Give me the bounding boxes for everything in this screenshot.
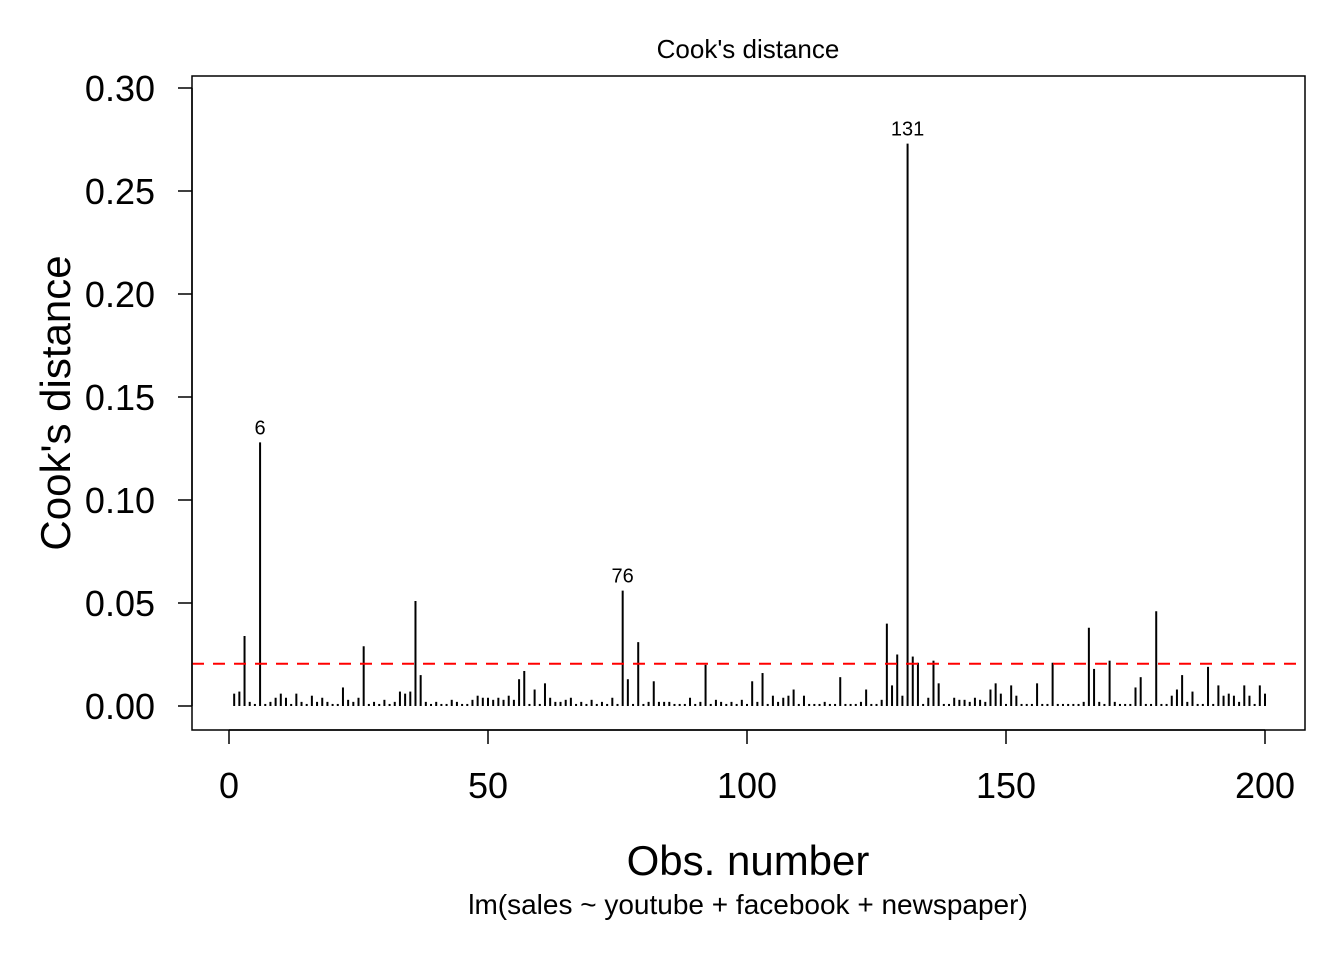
y-axis: 0.00 0.05 0.10 0.15 0.20 0.25 0.30 <box>85 68 193 727</box>
x-axis: 0 50 100 150 200 <box>219 729 1295 806</box>
y-tick-label: 0.15 <box>85 377 155 418</box>
chart-title: Cook's distance <box>657 34 840 64</box>
x-tick-label: 0 <box>219 765 239 806</box>
bars <box>233 143 1266 706</box>
y-tick-label: 0.05 <box>85 583 155 624</box>
subtitle: lm(sales ~ youtube + facebook + newspape… <box>468 889 1028 920</box>
annotation-label: 6 <box>255 417 266 439</box>
annotation-label: 131 <box>891 119 924 141</box>
plot-frame <box>191 75 1306 731</box>
annotation-label: 76 <box>612 566 634 588</box>
y-axis-label: Cook's distance <box>32 255 79 550</box>
y-tick-label: 0.00 <box>85 686 155 727</box>
y-tick-label: 0.30 <box>85 68 155 109</box>
x-tick-label: 200 <box>1235 765 1295 806</box>
y-tick-label: 0.10 <box>85 480 155 521</box>
x-axis-label: Obs. number <box>627 837 870 884</box>
x-tick-label: 50 <box>468 765 508 806</box>
y-tick-label: 0.25 <box>85 171 155 212</box>
annotations: 6 76 131 <box>255 119 925 588</box>
y-tick-label: 0.20 <box>85 274 155 315</box>
x-tick-label: 100 <box>717 765 777 806</box>
x-tick-label: 150 <box>976 765 1036 806</box>
